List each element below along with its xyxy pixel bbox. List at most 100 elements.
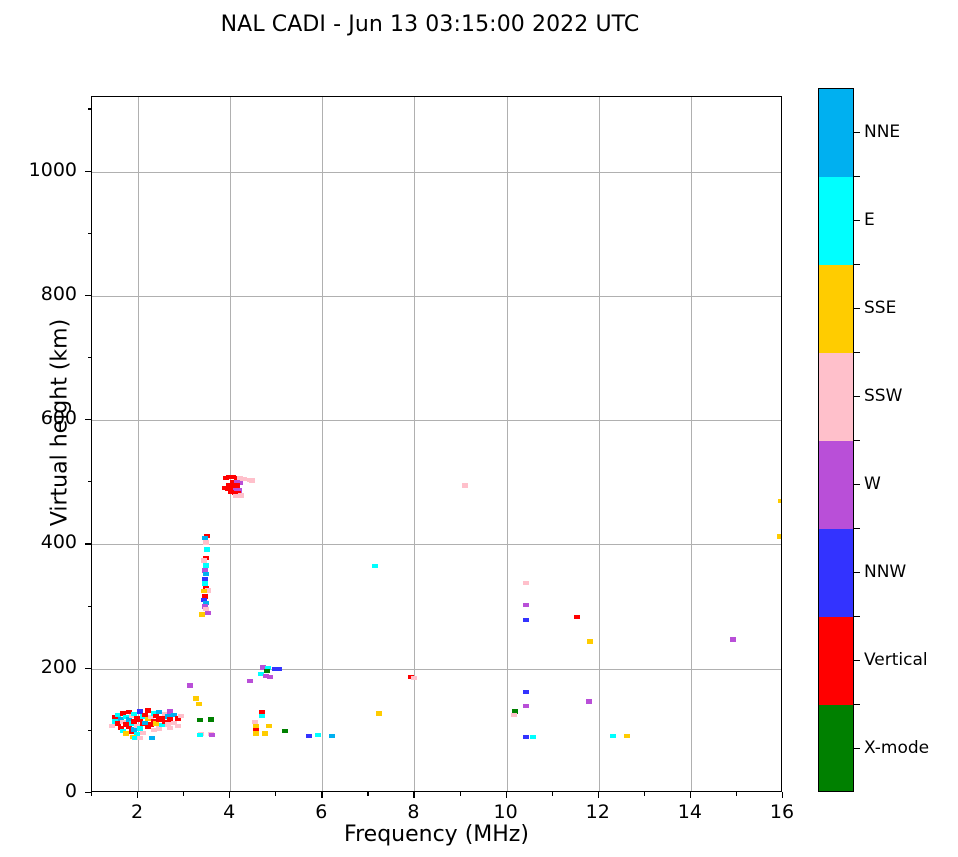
data-point (226, 482, 233, 487)
data-point (120, 728, 127, 734)
x-tick-minor (735, 792, 738, 796)
colorbar-boundary-tick (854, 616, 860, 618)
colorbar[interactable] (818, 88, 854, 792)
data-point (164, 722, 171, 727)
colorbar-segment-ssw[interactable] (819, 353, 853, 442)
colorbar-label-e: E (864, 210, 875, 230)
data-point (174, 723, 181, 729)
data-point (203, 606, 210, 612)
colorbar-label-w: W (864, 474, 881, 494)
data-point (137, 735, 144, 740)
data-point (624, 733, 631, 738)
colorbar-segment-e[interactable] (819, 177, 853, 266)
y-tick-label: 400 (40, 531, 77, 554)
data-point (258, 710, 265, 715)
data-point (161, 711, 168, 717)
data-point (522, 618, 529, 623)
y-tick-label: 0 (64, 780, 77, 802)
y-tick-minor (87, 729, 91, 732)
data-point (136, 718, 143, 723)
colorbar-segment-w[interactable] (819, 441, 853, 530)
y-tick-mark (85, 294, 91, 297)
colorbar-segment-vertical[interactable] (819, 617, 853, 706)
data-point (148, 736, 155, 741)
y-axis-label: Virtual height (km) (47, 318, 73, 527)
data-point (136, 709, 143, 714)
data-point (221, 485, 228, 491)
data-point (167, 725, 174, 730)
data-point (161, 719, 168, 725)
data-point (202, 594, 209, 599)
x-tick-label: 12 (585, 801, 610, 823)
data-point (522, 734, 529, 740)
colorbar-segment-x-mode[interactable] (819, 705, 853, 791)
data-point (233, 483, 240, 488)
x-tick-mark (229, 792, 231, 798)
data-point (276, 666, 283, 671)
data-point (229, 480, 236, 485)
gridline-vertical (506, 97, 508, 791)
data-point (229, 474, 236, 479)
data-point (139, 730, 146, 735)
data-point (263, 673, 270, 679)
data-point (123, 731, 130, 736)
data-point (201, 588, 208, 594)
colorbar-segment-nnw[interactable] (819, 529, 853, 618)
data-point (329, 733, 336, 738)
data-point (131, 727, 138, 732)
gridline-vertical (138, 97, 140, 791)
colorbar-tick (854, 396, 860, 398)
x-tick-mark (413, 792, 415, 798)
data-point (264, 669, 271, 674)
x-tick-minor (275, 792, 277, 796)
x-tick-label: 6 (315, 801, 328, 823)
gridline-vertical (598, 97, 600, 791)
data-point (202, 604, 209, 609)
data-point (125, 717, 132, 722)
data-point (260, 665, 267, 670)
data-point (232, 487, 239, 492)
gridline-horizontal (92, 420, 781, 422)
gridline-horizontal (92, 295, 781, 297)
data-point (123, 722, 130, 727)
y-tick-minor (87, 605, 91, 607)
colorbar-segment-nne[interactable] (819, 89, 853, 178)
plot-area (91, 96, 782, 792)
y-tick-label: 200 (40, 655, 77, 678)
x-tick-minor (551, 792, 553, 796)
data-point (202, 568, 209, 573)
y-tick-mark (85, 667, 91, 669)
data-point (266, 674, 273, 679)
y-tick-minor (87, 357, 91, 359)
data-point (232, 493, 239, 499)
data-point (202, 577, 209, 582)
x-tick-minor (183, 792, 185, 796)
data-point (204, 533, 211, 538)
data-point (253, 731, 259, 736)
data-point (228, 490, 235, 495)
colorbar-segment-sse[interactable] (819, 265, 853, 354)
data-point (585, 699, 592, 704)
x-tick-label: 10 (493, 801, 518, 823)
data-point (229, 486, 236, 492)
data-point (167, 717, 174, 722)
x-tick-mark (782, 792, 784, 798)
x-tick-label: 14 (677, 801, 702, 823)
x-tick-mark (505, 792, 507, 798)
data-point (114, 712, 121, 717)
colorbar-tick (854, 308, 860, 310)
x-tick-mark (137, 792, 139, 798)
data-point (145, 708, 152, 713)
y-tick-mark (85, 419, 91, 421)
data-point (306, 733, 313, 738)
x-tick-minor (459, 792, 461, 796)
x-tick-minor (367, 792, 369, 796)
data-point (136, 726, 143, 731)
x-tick-label: 16 (769, 801, 795, 823)
data-point (222, 475, 229, 481)
colorbar-label-vertical: Vertical (864, 650, 928, 670)
data-point (241, 477, 247, 482)
data-point (236, 488, 243, 493)
colorbar-boundary-tick (854, 528, 860, 530)
